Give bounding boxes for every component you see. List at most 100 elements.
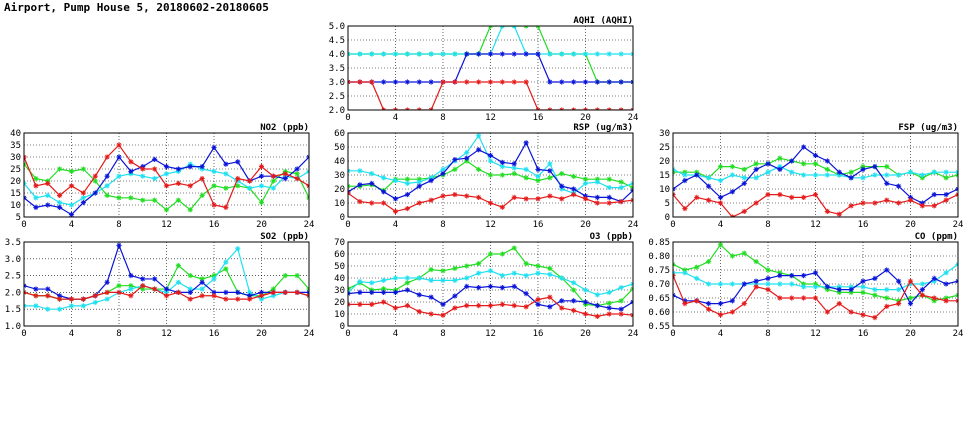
data-point (80, 296, 86, 302)
data-point (931, 275, 937, 281)
data-point (872, 287, 878, 293)
series-blue (348, 140, 633, 205)
data-point (33, 195, 39, 201)
data-point (547, 51, 553, 57)
data-point (571, 298, 577, 304)
data-point (416, 275, 422, 281)
y-tick-label: 4.0 (329, 50, 345, 60)
y-tick-label: 30 (659, 129, 670, 139)
data-point (452, 305, 458, 311)
data-point (428, 178, 434, 184)
data-point (348, 51, 351, 57)
data-point (357, 279, 363, 285)
data-point (24, 180, 27, 186)
data-point (511, 161, 517, 167)
y-tick-label: 20 (334, 185, 345, 195)
data-point (872, 315, 878, 321)
data-point (535, 51, 541, 57)
y-tick-label: 2.5 (5, 272, 21, 282)
data-point (618, 285, 624, 291)
data-point (348, 183, 351, 189)
data-point (92, 190, 98, 196)
data-point (836, 301, 842, 307)
series-red (24, 283, 309, 302)
data-point (128, 168, 134, 174)
data-point (824, 172, 830, 178)
data-point (80, 166, 86, 172)
y-tick-label: 70 (334, 238, 345, 248)
data-point (511, 51, 517, 57)
data-point (547, 161, 553, 167)
data-point (694, 264, 700, 270)
data-point (896, 301, 902, 307)
series-red (673, 273, 958, 321)
no2-chart: 0 4 8 12 16 20 24 5 10 15 20 25 30 35 40 NO2 (ppb) (10, 123, 314, 230)
data-point (535, 107, 541, 110)
data-point (571, 280, 577, 286)
chart-title: AQHI (AQHI) (573, 16, 633, 26)
data-point (559, 79, 565, 85)
data-point (499, 172, 505, 178)
data-point (801, 273, 807, 279)
data-point (452, 79, 458, 85)
data-point (896, 287, 902, 293)
data-point (523, 79, 529, 85)
data-point (152, 197, 158, 203)
plot-frame (347, 241, 634, 327)
data-point (270, 293, 276, 299)
data-point (294, 166, 300, 172)
data-point (381, 277, 387, 283)
data-point (45, 202, 51, 208)
data-point (673, 166, 676, 172)
data-point (812, 284, 819, 290)
data-point (187, 164, 193, 170)
data-point (955, 261, 958, 267)
data-point (717, 164, 724, 170)
data-point (673, 273, 676, 279)
y-tick-label: 50 (334, 143, 345, 153)
data-point (848, 175, 854, 181)
data-point (57, 296, 63, 302)
x-tick-label: 12 (810, 220, 821, 230)
data-point (801, 144, 807, 150)
x-tick-label: 12 (485, 329, 496, 339)
x-tick-label: 20 (580, 220, 591, 230)
data-point (476, 133, 482, 139)
rsp-chart: 0 4 8 12 16 20 24 0 10 20 30 40 50 60 RSP (ug/m3) (334, 123, 638, 230)
y-tick-label: 20 (10, 177, 21, 187)
data-point (45, 180, 51, 186)
data-point (258, 293, 265, 299)
data-point (673, 292, 676, 298)
data-point (416, 309, 422, 315)
data-point (68, 168, 75, 174)
data-point (211, 202, 217, 208)
data-point (24, 283, 27, 289)
data-point (753, 175, 759, 181)
so2-chart: 0 4 8 12 16 20 24 1.0 1.5 2.0 2.5 3.0 3.5 SO2 (ppb) (5, 232, 315, 339)
data-point (452, 293, 458, 299)
data-point (547, 168, 553, 174)
data-point (535, 270, 541, 276)
y-tick-label: 5 (16, 213, 21, 223)
data-point (860, 284, 866, 290)
data-point (765, 267, 771, 273)
data-point (931, 192, 937, 198)
data-point (369, 289, 375, 295)
data-point (487, 172, 494, 178)
data-point (223, 185, 229, 191)
data-point (582, 79, 589, 85)
series-red (673, 192, 958, 217)
data-point (24, 303, 27, 309)
y-tick-label: 0.85 (648, 238, 670, 248)
y-tick-label: 2.0 (5, 288, 21, 298)
data-point (175, 166, 181, 172)
x-tick-label: 24 (628, 329, 639, 339)
data-point (511, 79, 517, 85)
y-tick-label: 3.5 (5, 238, 21, 248)
data-point (824, 166, 830, 172)
y-tick-label: 60 (334, 250, 345, 260)
data-point (789, 158, 795, 164)
data-point (258, 200, 265, 206)
data-point (348, 286, 351, 292)
data-point (270, 289, 276, 295)
